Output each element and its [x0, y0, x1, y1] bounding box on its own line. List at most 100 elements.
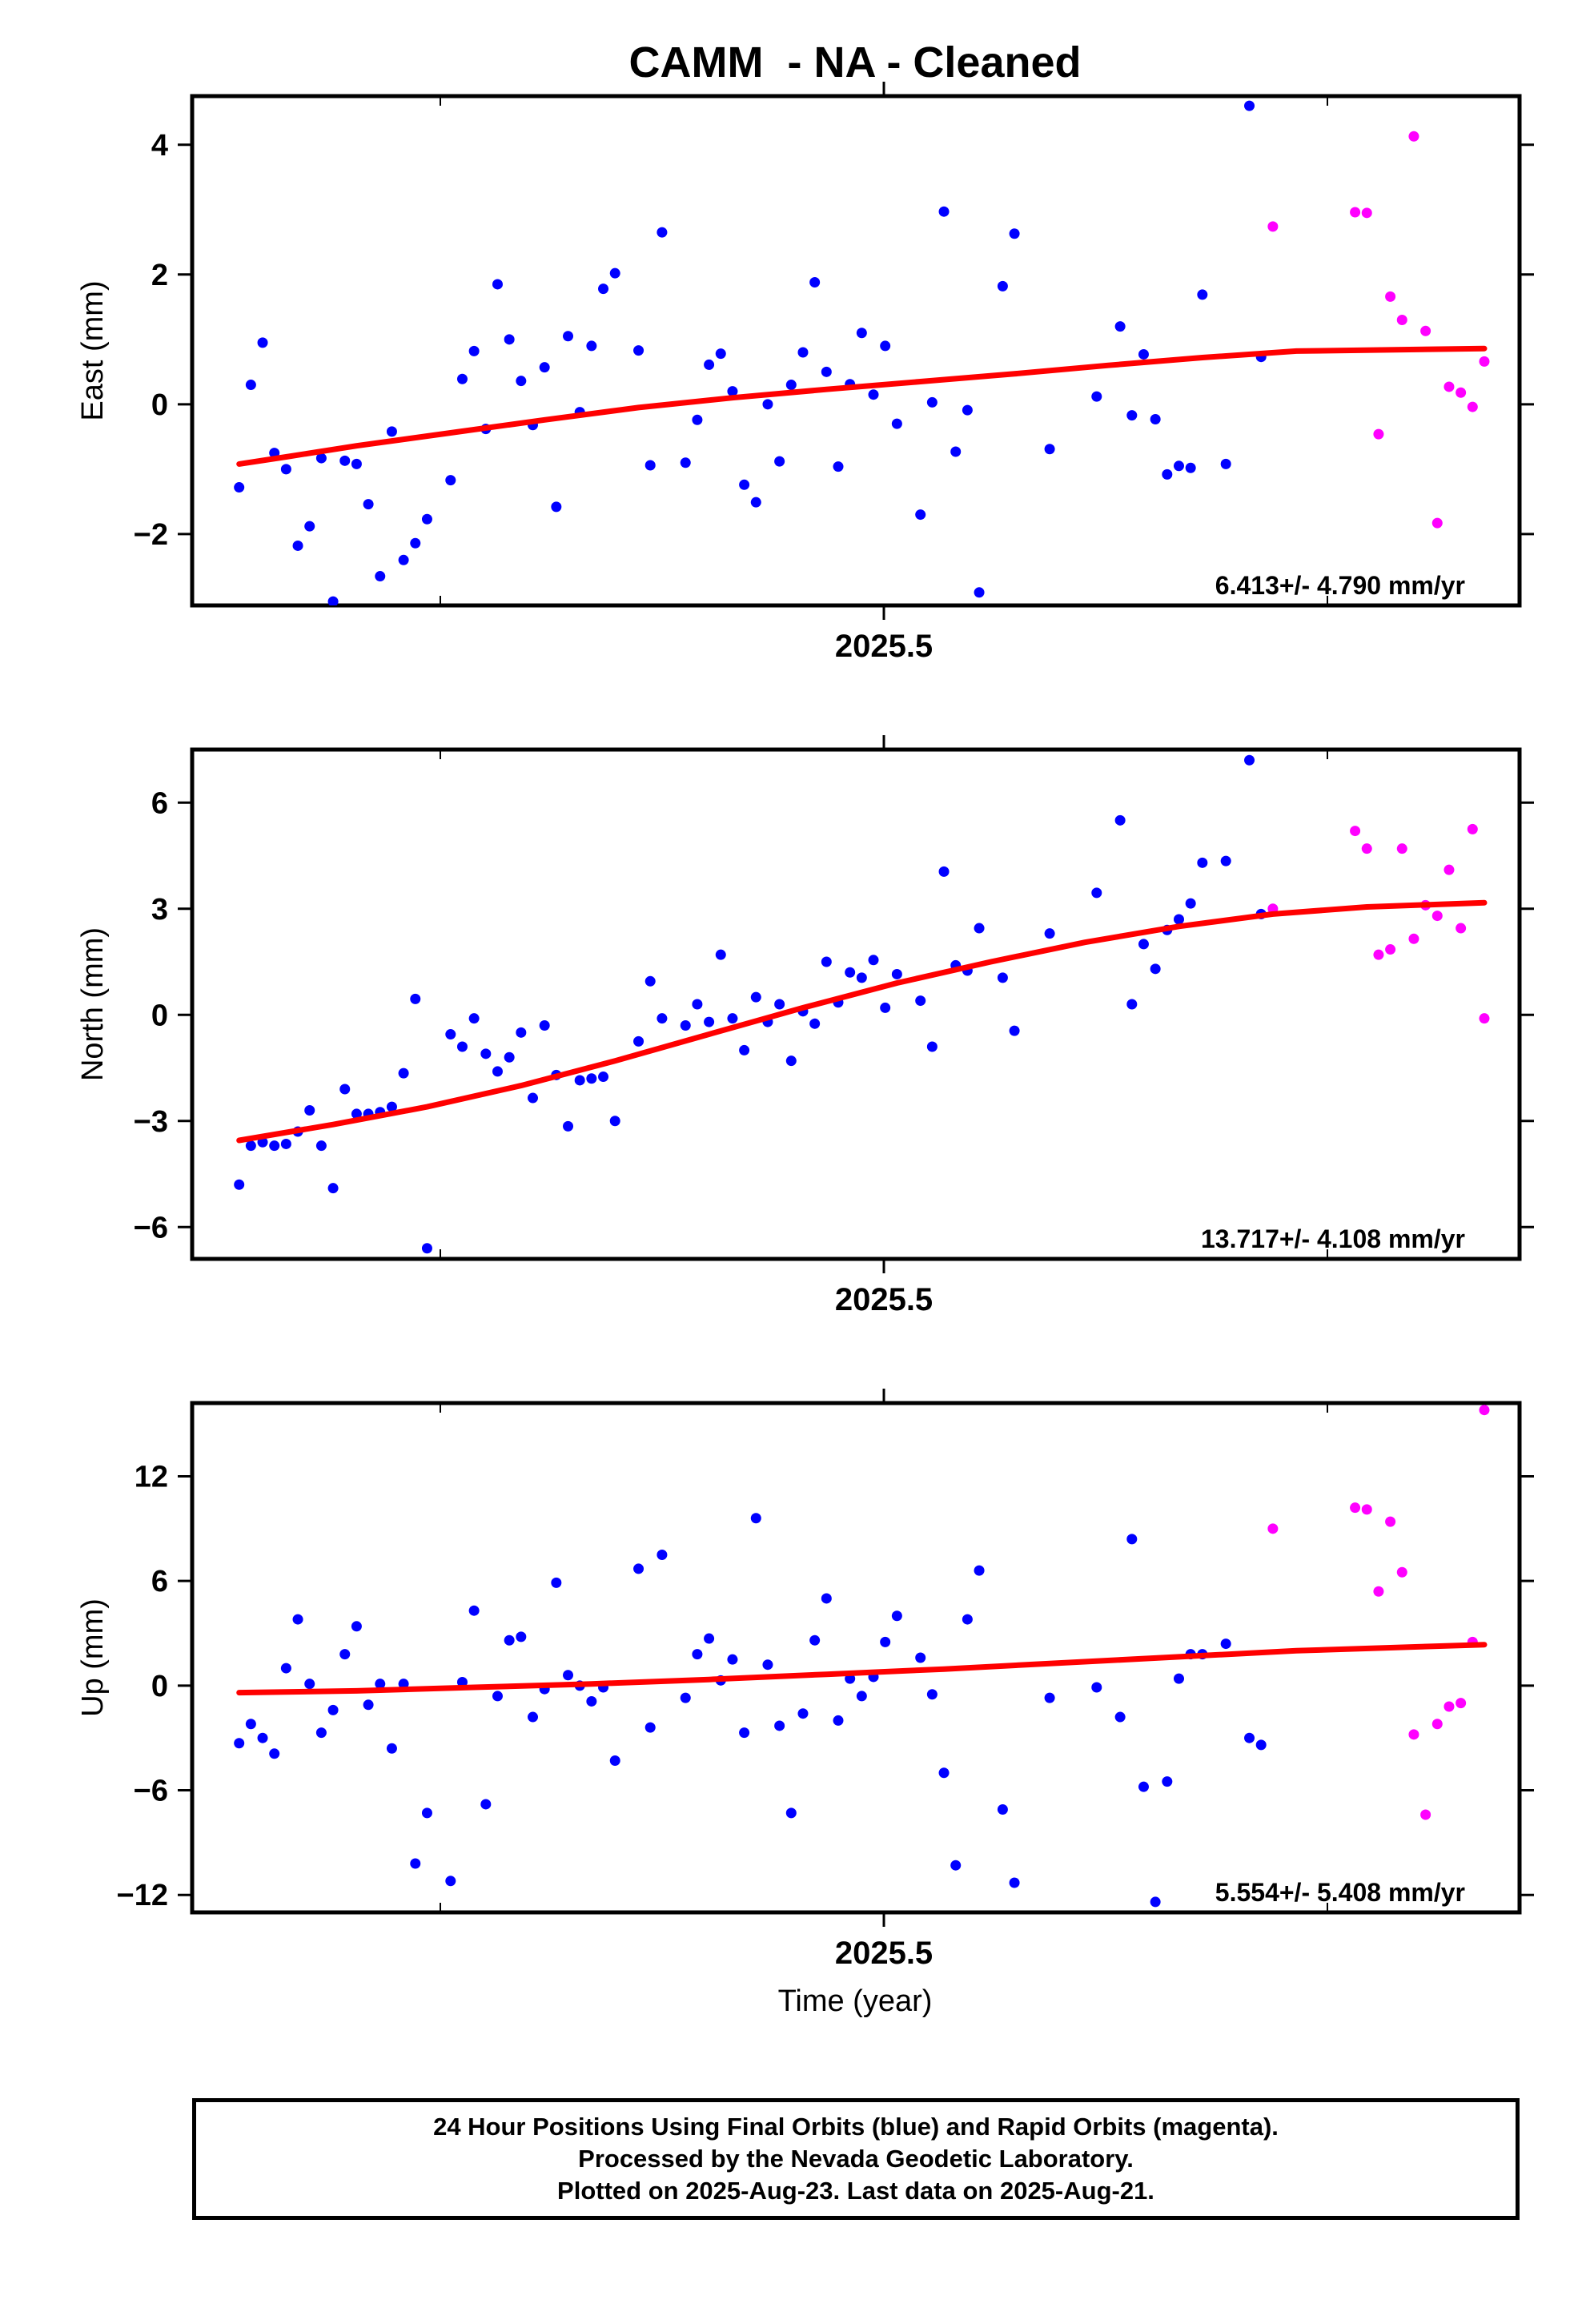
y-tick-label-east: 0 [151, 388, 168, 422]
rapid-orbit-point [1443, 381, 1455, 392]
final-orbit-point [845, 967, 856, 978]
final-orbit-point [915, 509, 926, 521]
final-orbit-point [327, 596, 339, 605]
final-orbit-point [1114, 321, 1126, 332]
final-orbit-point [492, 279, 503, 290]
rapid-orbit-point [1431, 517, 1443, 529]
final-orbit-point [1114, 1711, 1126, 1723]
final-orbit-point [1009, 1025, 1020, 1036]
final-orbit-point [762, 1659, 773, 1671]
y-axis-label-up: Up (mm) [76, 1598, 110, 1717]
final-orbit-point [633, 1035, 644, 1047]
final-orbit-point [1150, 413, 1161, 424]
final-orbit-point [656, 227, 668, 238]
final-orbit-point [492, 1066, 503, 1077]
rapid-orbit-point [1420, 325, 1431, 336]
rapid-orbit-point [1396, 843, 1407, 854]
final-orbit-point [962, 1614, 973, 1625]
rapid-orbit-point [1373, 1586, 1384, 1597]
final-orbit-point [891, 418, 902, 429]
final-orbit-point [339, 1649, 351, 1660]
final-orbit-point [1173, 914, 1184, 925]
rapid-orbit-point [1385, 944, 1396, 955]
final-orbit-point [856, 972, 867, 983]
final-orbit-point [797, 1708, 809, 1719]
rapid-orbit-point [1373, 428, 1384, 440]
rate-label-east: 6.413+/- 4.790 mm/yr [1215, 571, 1465, 600]
final-orbit-point [938, 866, 950, 877]
panel-frame-north [190, 747, 1522, 1261]
final-orbit-point [410, 1858, 421, 1869]
final-orbit-point [516, 1027, 527, 1038]
final-orbit-point [704, 1016, 715, 1027]
final-orbit-point [880, 340, 891, 352]
rapid-orbit-point [1456, 923, 1467, 934]
y-tick-label-north: −3 [134, 1105, 168, 1139]
data-layer-up [234, 1405, 1490, 1908]
final-orbit-point [1197, 857, 1208, 868]
final-orbit-point [563, 1120, 574, 1132]
rapid-orbit-point [1373, 949, 1384, 960]
final-orbit-point [468, 1013, 480, 1024]
y-tick-label-north: −6 [134, 1211, 168, 1244]
y-tick-label-east: −2 [134, 518, 168, 552]
panel-north: −6 −3 0 3 6 2025.5 North (mm) 13.717+/- 4.108 m… [76, 735, 1534, 1317]
final-orbit-point [421, 513, 432, 525]
final-orbit-point [680, 457, 691, 468]
final-orbit-point [1138, 348, 1149, 360]
final-orbit-point [516, 1631, 527, 1642]
final-orbit-point [644, 975, 656, 987]
final-orbit-point [727, 1013, 738, 1024]
final-orbit-point [421, 1243, 432, 1254]
rapid-orbit-point [1479, 1013, 1490, 1024]
x-tick-label-north: 2025.5 [835, 1282, 933, 1317]
final-orbit-point [504, 1051, 515, 1063]
rapid-orbit-point [1443, 864, 1455, 875]
final-orbit-point [739, 1044, 750, 1055]
final-orbit-point [563, 331, 574, 342]
final-orbit-point [245, 1719, 256, 1730]
final-orbit-point [304, 521, 315, 532]
y-tick-label-east: 2 [151, 259, 168, 292]
y-axis-label-east: East (mm) [76, 280, 110, 420]
rapid-orbit-point [1431, 911, 1443, 922]
final-orbit-point [821, 366, 832, 377]
rapid-orbit-point [1385, 1516, 1396, 1527]
trend-line-east [236, 345, 1488, 467]
x-tick-label-east: 2025.5 [835, 629, 933, 664]
final-orbit-point [1126, 1534, 1138, 1545]
final-orbit-point [304, 1679, 315, 1690]
final-orbit-point [480, 1799, 492, 1810]
final-orbit-point [410, 537, 421, 549]
final-orbit-point [528, 1092, 539, 1104]
final-orbit-point [480, 1048, 492, 1059]
final-orbit-point [891, 1610, 902, 1622]
final-orbit-point [997, 972, 1008, 983]
final-orbit-point [938, 206, 950, 217]
final-orbit-point [539, 1020, 550, 1031]
rapid-orbit-point [1267, 221, 1279, 232]
trend-line-up [236, 1642, 1488, 1696]
rapid-orbit-point [1361, 1504, 1372, 1515]
final-orbit-point [410, 993, 421, 1004]
chart-panels: −2 0 2 4 2025.5 East (mm) 6.413+/- 4.790 mm/yr… [76, 82, 1534, 1971]
final-orbit-point [445, 475, 456, 486]
final-orbit-point [692, 1649, 703, 1660]
final-orbit-point [421, 1807, 432, 1819]
rapid-orbit-point [1361, 207, 1372, 219]
rate-label-up: 5.554+/- 5.408 mm/yr [1215, 1878, 1465, 1907]
rapid-orbit-point [1479, 356, 1490, 367]
final-orbit-point [363, 1699, 374, 1711]
final-orbit-point [856, 328, 867, 339]
final-orbit-point [445, 1876, 456, 1887]
rapid-orbit-point [1456, 1698, 1467, 1709]
final-orbit-point [315, 1140, 327, 1152]
final-orbit-point [821, 1593, 832, 1604]
y-tick-label-north: 0 [151, 999, 168, 1032]
final-orbit-point [715, 949, 726, 960]
rapid-orbit-point [1443, 1701, 1455, 1712]
rapid-orbit-point [1350, 826, 1361, 837]
final-orbit-point [280, 1138, 291, 1149]
final-orbit-point [375, 1679, 386, 1690]
rapid-orbit-point [1408, 131, 1419, 142]
